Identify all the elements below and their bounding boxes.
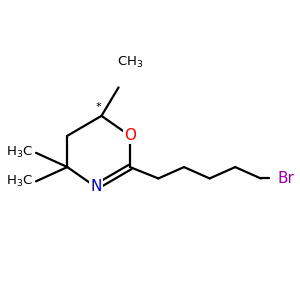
Text: CH$_3$: CH$_3$ [117, 55, 143, 70]
Text: N: N [90, 179, 101, 194]
Text: Br: Br [278, 171, 295, 186]
Text: O: O [124, 128, 136, 143]
Text: H$_3$C: H$_3$C [6, 145, 33, 160]
Text: H$_3$C: H$_3$C [6, 174, 33, 189]
Text: *: * [96, 102, 101, 112]
